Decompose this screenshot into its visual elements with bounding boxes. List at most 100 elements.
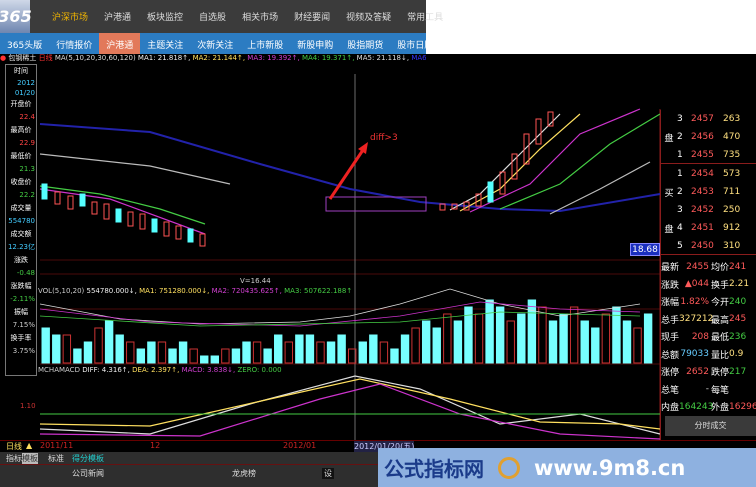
nav-item-videos[interactable]: 视频及答疑 — [346, 13, 392, 23]
macd-dea-line — [39, 378, 661, 430]
amount-value: 12.23亿 — [7, 243, 35, 251]
stat-label: 量比 — [711, 350, 730, 361]
ask-3[interactable]: 3 2457 263 — [661, 110, 756, 128]
volume-bar — [147, 341, 156, 364]
vol-value: 554780.000↓, — [86, 287, 137, 295]
tab-quotes[interactable]: 行情报价 — [56, 41, 93, 51]
tab-headline[interactable]: 365头版 — [7, 41, 43, 51]
nav-item-watchlist[interactable]: 自选股 — [199, 13, 227, 23]
volume-bar — [168, 348, 177, 364]
ma1-value: MA1: 21.818↑, — [137, 54, 191, 62]
primary-nav: 365 沪深市场 沪港通 板块监控 自选股 相关市场 财经要闻 视频及答疑 常用… — [0, 0, 443, 33]
arrow-line — [328, 146, 367, 200]
vol-ma3: MA3: 507622.188↑ — [284, 287, 353, 295]
cursor-value: V=16.44 — [240, 277, 271, 285]
tab-standard[interactable]: 标准 — [48, 454, 64, 463]
tab-indicator[interactable]: 指标 — [6, 454, 22, 463]
candle — [523, 133, 530, 165]
stat-row: 内盘 164243 外盘 16296 — [661, 398, 756, 415]
stat-value: 79033 — [680, 349, 709, 359]
candle — [67, 195, 74, 210]
volume-bar — [316, 341, 325, 364]
nav-item-hs-market[interactable]: 沪深市场 — [52, 13, 89, 23]
record-icon: ● — [0, 54, 7, 62]
nav-item-finance-news[interactable]: 财经要闻 — [294, 13, 331, 23]
macd-diff-line — [39, 375, 661, 435]
macd-line — [39, 383, 661, 440]
bid-4[interactable]: 盘 4 2451 912 — [661, 219, 756, 237]
volume-bar — [136, 348, 146, 364]
stat-label: 内盘 — [661, 403, 680, 413]
bid-1[interactable]: 1 2454 573 — [661, 165, 756, 183]
watermark: 公式指标网 www.9m8.cn — [378, 448, 756, 487]
tab-ipo-subscribe[interactable]: 新股申购 — [297, 41, 334, 51]
tab-hk-connect[interactable]: 沪港通 — [99, 33, 141, 54]
bid-level: 4 — [677, 223, 683, 233]
ask-2[interactable]: 盘 2 2456 470 — [661, 128, 756, 146]
tab-template[interactable]: 模板 — [22, 453, 38, 464]
stat-value: 2455 — [686, 261, 709, 272]
ma3-line — [39, 188, 206, 235]
ma-params: MA(5,10,20,30,60,120) — [54, 54, 136, 62]
period-label: 日线 — [38, 54, 53, 62]
stat-value: 208 — [691, 331, 709, 342]
stat-row: 最新 2455 均价 241 — [661, 258, 756, 275]
chart-canvas — [39, 74, 661, 440]
settings-button[interactable]: 设 — [322, 468, 334, 479]
candle — [175, 225, 182, 240]
bid-2[interactable]: 买 2 2453 711 — [661, 183, 756, 201]
candle — [79, 193, 86, 207]
nav-item-related-markets[interactable]: 相关市场 — [242, 13, 279, 23]
tab-calendar[interactable]: 股市日历 — [397, 41, 434, 51]
ma6-line — [39, 123, 661, 213]
volume-bar — [580, 320, 589, 364]
ask-level: 2 — [677, 132, 683, 142]
volume-bar — [369, 334, 378, 364]
nav-item-tools[interactable]: 常用工具 — [407, 13, 444, 23]
volume-bar — [453, 320, 463, 364]
tab-themes[interactable]: 主题关注 — [147, 41, 184, 51]
volume-bar — [591, 327, 600, 364]
bid-5[interactable]: 5 2450 310 — [661, 237, 756, 255]
stat-value: 2652 — [686, 366, 709, 377]
time-tick: 2012/01 — [283, 441, 317, 450]
macd-zero: ZERO: 0.000 — [237, 366, 282, 374]
triangle-up-icon[interactable]: ▲ — [26, 441, 33, 450]
volume-bar — [643, 313, 653, 364]
volume-bar — [263, 348, 272, 364]
stat-row: 涨停 2652 跌停 217 — [661, 363, 756, 380]
tab-new-listings[interactable]: 上市新股 — [247, 41, 284, 51]
volume-bar — [178, 341, 188, 364]
candle — [54, 191, 61, 205]
stat-label: 最新 — [661, 263, 680, 273]
amplitude-value: 7.15% — [12, 321, 35, 329]
watermark-url: www.9m8.cn — [534, 455, 686, 480]
volume-bar — [622, 320, 632, 364]
trade-detail-button[interactable]: 分时成交 — [665, 416, 756, 436]
stat-label: 每笔 — [711, 385, 730, 396]
cursor-date: 2012/01/20(五) — [354, 441, 415, 452]
nav-item-sector-monitor[interactable]: 板块监控 — [147, 13, 184, 23]
time-label: 时间 — [14, 67, 28, 75]
tab-sub-new[interactable]: 次新关注 — [197, 41, 234, 51]
stat-label: 外盘 — [711, 403, 730, 413]
ask-1[interactable]: 1 2455 735 — [661, 146, 756, 164]
period-toggle[interactable]: 日线 — [6, 442, 22, 451]
nav-item-hk-connect[interactable]: 沪港通 — [104, 13, 132, 23]
candle — [439, 203, 446, 211]
stat-value: 2.21 — [729, 279, 750, 289]
candle — [163, 221, 170, 237]
high-label: 最高价 — [10, 126, 32, 134]
tab-index-futures[interactable]: 股指期货 — [347, 41, 384, 51]
macd-diff: DIFF: 4.316↑, — [82, 366, 130, 374]
time-date: 01/20 — [14, 89, 35, 97]
company-news-link[interactable]: 公司新闻 — [72, 469, 104, 478]
volume-bar — [295, 334, 304, 364]
tab-score-template[interactable]: 得分模板 — [72, 454, 104, 463]
volume-bar — [73, 348, 82, 364]
dragon-tiger-link[interactable]: 龙虎榜 — [232, 469, 256, 478]
macd-dea: DEA: 2.397↑, — [132, 366, 180, 374]
low-value: 21.3 — [19, 165, 35, 173]
bid-3[interactable]: 3 2452 250 — [661, 201, 756, 219]
